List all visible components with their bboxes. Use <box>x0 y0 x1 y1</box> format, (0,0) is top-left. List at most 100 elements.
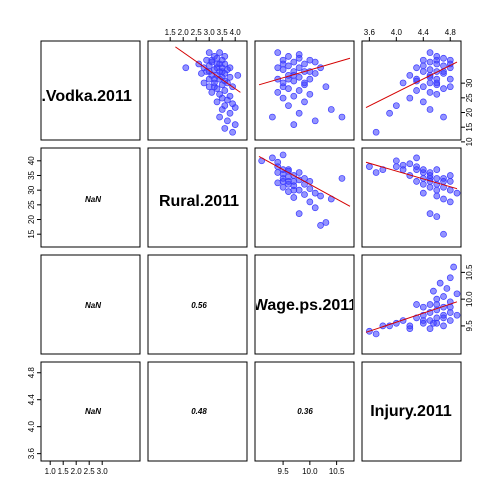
point-r3-c4-30 <box>430 288 436 294</box>
top-tick-label-c4-3: 4.8 <box>445 28 457 37</box>
point-r2-c3-30 <box>318 222 324 228</box>
panel-frame-r1-c3 <box>255 41 354 140</box>
point-r2-c4-30 <box>420 181 426 187</box>
point-r1-c2-39 <box>232 105 238 111</box>
point-r3-c4-39 <box>430 320 436 326</box>
point-r1-c4-24 <box>414 88 420 94</box>
bottom-tick-label-c3-2: 10.5 <box>329 467 345 476</box>
point-r1-c3-31 <box>296 110 302 116</box>
point-r2-c3-33 <box>291 178 297 184</box>
point-r1-c3-34 <box>291 122 297 128</box>
diag-label-vodka: t.Vodka.2011 <box>36 88 132 105</box>
point-r2-c3-23 <box>318 193 324 199</box>
point-r2-c4-35 <box>441 178 447 184</box>
fit-line-r2-c3 <box>259 156 350 206</box>
point-r1-c3-30 <box>328 106 334 112</box>
point-r3-c4-16 <box>434 315 440 321</box>
point-r3-c4-19 <box>441 323 447 329</box>
left-tick-label-r2-3: 30 <box>27 185 36 194</box>
point-r2-c4-29 <box>441 231 447 237</box>
point-r2-c4-31 <box>414 178 420 184</box>
point-r2-c3-24 <box>291 195 297 201</box>
bottom-tick-label-c1-2: 2.0 <box>71 467 83 476</box>
point-r3-c4-11 <box>420 304 426 310</box>
point-r2-c4-5 <box>393 158 399 164</box>
point-r3-c4-23 <box>447 318 453 324</box>
point-r2-c4-34 <box>434 175 440 181</box>
point-r1-c4-8 <box>414 65 420 71</box>
bottom-tick-label-c3-1: 10.0 <box>302 467 318 476</box>
point-r1-c3-5 <box>291 59 297 65</box>
top-tick-label-c2-4: 3.5 <box>217 28 229 37</box>
point-r2-c3-31 <box>339 175 345 181</box>
point-r1-c3-29 <box>285 103 291 109</box>
point-r2-c4-17 <box>447 178 453 184</box>
point-r1-c3-1 <box>285 53 291 59</box>
left-tick-label-r2-1: 20 <box>27 215 36 224</box>
point-r1-c4-30 <box>427 106 433 112</box>
point-r1-c4-33 <box>373 129 379 135</box>
point-r2-c3-21 <box>312 190 318 196</box>
point-r1-c2-45 <box>222 125 228 131</box>
point-r1-c2-35 <box>224 97 230 103</box>
point-r1-c2-36 <box>214 99 220 105</box>
left-tick-label-r4-0: 3.6 <box>27 448 36 460</box>
left-tick-label-r2-5: 40 <box>27 156 36 165</box>
point-r3-c4-38 <box>420 318 426 324</box>
point-r1-c4-2 <box>441 55 447 61</box>
diag-label-rural: Rural.2011 <box>159 193 239 210</box>
left-tick-label-r4-1: 4.0 <box>27 421 36 433</box>
right-tick-label-r3-0: 9.5 <box>465 320 474 332</box>
point-r1-c3-33 <box>312 118 318 124</box>
right-tick-label-r1-3: 25 <box>465 93 474 102</box>
point-r1-c3-38 <box>312 59 318 65</box>
corr-r2-c1: NaN <box>85 195 101 204</box>
point-r1-c2-30 <box>222 88 228 94</box>
point-r1-c4-17 <box>447 76 453 82</box>
bottom-tick-label-c1-4: 3.0 <box>97 467 109 476</box>
point-r2-c3-39 <box>291 187 297 193</box>
point-r1-c4-41 <box>447 84 453 90</box>
point-r1-c2-46 <box>230 129 236 135</box>
point-r1-c2-0 <box>206 50 212 56</box>
point-r1-c2-55 <box>201 80 207 86</box>
point-r1-c3-26 <box>291 93 297 99</box>
point-r2-c4-7 <box>414 155 420 161</box>
scatter-panel-r1-c2 <box>175 47 240 135</box>
point-r1-c2-56 <box>217 50 223 56</box>
scatter-panel-r2-c4 <box>366 155 460 237</box>
top-tick-label-c4-1: 4.0 <box>391 28 403 37</box>
point-r1-c4-35 <box>434 57 440 63</box>
point-r2-c4-22 <box>420 190 426 196</box>
point-r1-c4-14 <box>407 72 413 78</box>
point-r2-c3-22 <box>302 192 308 198</box>
point-r2-c4-38 <box>420 167 426 173</box>
point-r1-c4-10 <box>427 67 433 73</box>
point-r1-c2-47 <box>183 65 189 71</box>
right-tick-label-r3-1: 10.0 <box>465 291 474 307</box>
point-r1-c3-41 <box>280 84 286 90</box>
left-tick-label-r2-2: 25 <box>27 200 36 209</box>
point-r1-c3-25 <box>307 91 313 97</box>
point-r1-c2-57 <box>222 53 228 59</box>
bottom-tick-label-c3-0: 9.5 <box>278 467 290 476</box>
top-tick-label-c2-5: 4.0 <box>230 28 242 37</box>
point-r2-c4-0 <box>366 164 372 170</box>
point-r1-c4-40 <box>434 80 440 86</box>
point-r1-c2-43 <box>224 118 230 124</box>
top-tick-label-c2-1: 2.0 <box>178 28 190 37</box>
left-tick-label-r2-4: 35 <box>27 170 36 179</box>
point-r1-c2-44 <box>232 122 238 128</box>
point-r3-c4-26 <box>447 275 453 281</box>
point-r1-c4-27 <box>407 95 413 101</box>
bottom-tick-label-c1-3: 2.5 <box>84 467 96 476</box>
point-r1-c2-31 <box>209 89 215 95</box>
point-r1-c4-32 <box>441 114 447 120</box>
point-r1-c3-35 <box>339 114 345 120</box>
point-r1-c4-5 <box>427 59 433 65</box>
point-r2-c4-26 <box>454 190 460 196</box>
point-r2-c4-8 <box>400 162 406 168</box>
point-r1-c2-21 <box>227 74 233 80</box>
point-r2-c4-18 <box>427 184 433 190</box>
